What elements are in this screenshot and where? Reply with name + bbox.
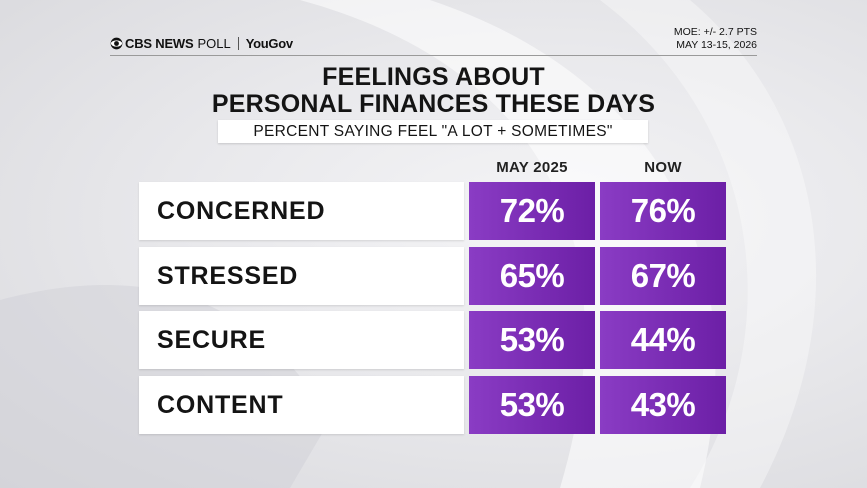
brand-logo: CBS NEWS POLL YouGov [110,36,293,51]
row-label-stressed: STRESSED [139,247,464,305]
value-cell-stressed-now: 67% [600,247,726,305]
chart-subtitle: PERCENT SAYING FEEL "A LOT + SOMETIMES" [218,120,648,143]
column-header-now: NOW [644,159,682,176]
poll-dates: MAY 13-15, 2026 [676,39,757,51]
cbs-eye-icon [110,37,123,50]
value-cell-content-may-2025: 53% [469,376,595,434]
poll-meta: MOE: +/- 2.7 PTS MAY 13-15, 2026 [674,26,757,52]
row-label-concerned: CONCERNED [139,182,464,240]
brand-poll: POLL [197,36,231,51]
row-label-content: CONTENT [139,376,464,434]
header: CBS NEWS POLL YouGov MOE: +/- 2.7 PTS MA… [110,26,757,52]
value-cell-concerned-now: 76% [600,182,726,240]
chart-title-line-2: PERSONAL FINANCES THESE DAYS [211,90,656,118]
value-cell-stressed-may-2025: 65% [469,247,595,305]
chart-title: FEELINGS ABOUT PERSONAL FINANCES THESE D… [0,64,867,118]
header-rule [110,55,757,56]
brand-network: CBS NEWS [125,36,194,51]
value-cell-secure-now: 44% [600,311,726,369]
value-cell-concerned-may-2025: 72% [469,182,595,240]
row-label-secure: SECURE [139,311,464,369]
value-cell-content-now: 43% [600,376,726,434]
brand-partner: YouGov [245,36,293,51]
brand-divider [237,37,239,50]
margin-of-error: MOE: +/- 2.7 PTS [673,26,757,38]
column-header-may-2025: MAY 2025 [496,159,568,176]
chart-title-line-1: FEELINGS ABOUT [322,63,545,91]
value-cell-secure-may-2025: 53% [469,311,595,369]
